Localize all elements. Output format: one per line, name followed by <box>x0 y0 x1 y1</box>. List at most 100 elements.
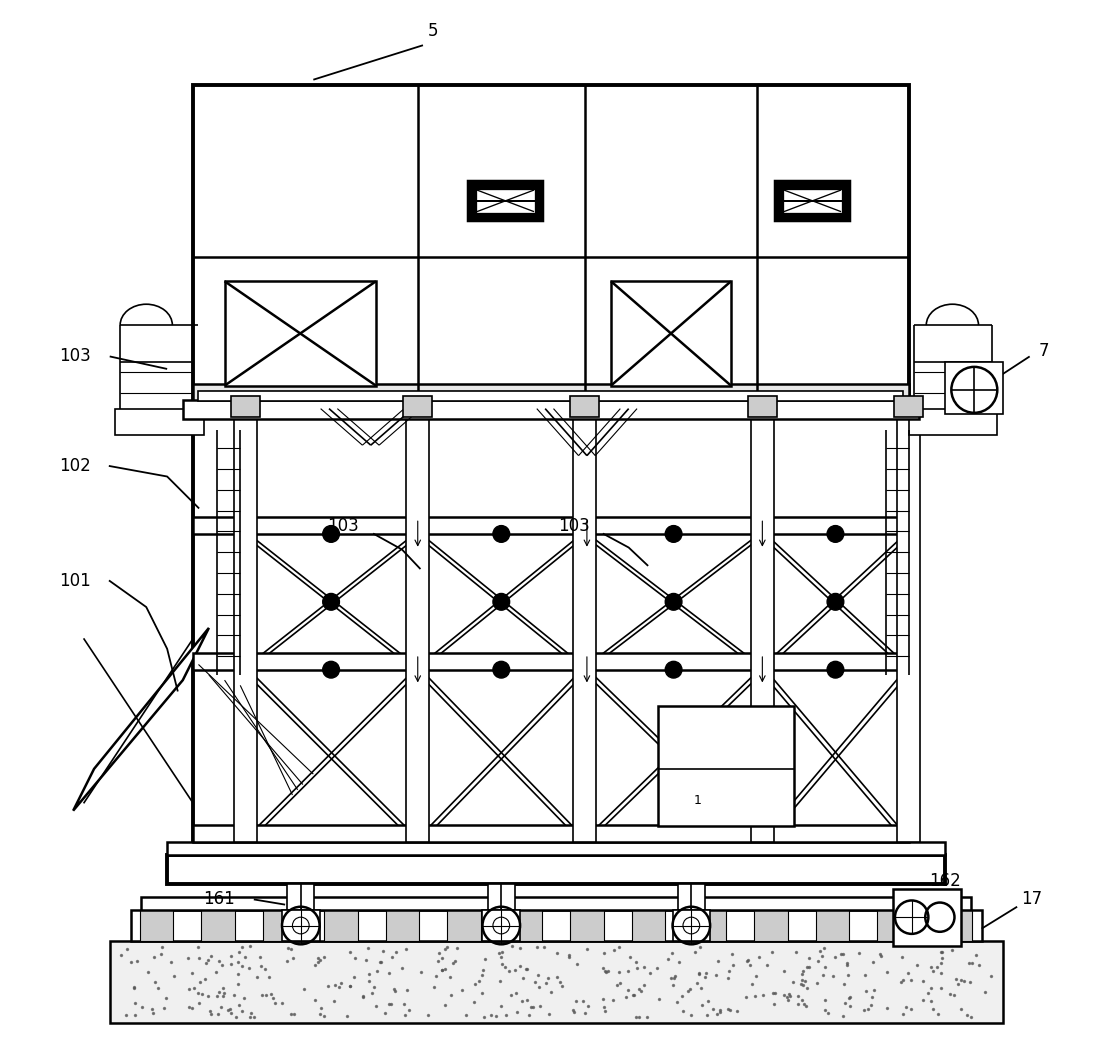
Point <box>674 1003 692 1020</box>
Point <box>327 977 344 994</box>
Bar <box>447 910 480 941</box>
Point <box>832 945 850 962</box>
Point <box>507 984 525 1001</box>
Circle shape <box>323 526 340 542</box>
Point <box>959 1006 976 1023</box>
Point <box>608 977 625 994</box>
Point <box>358 952 375 968</box>
Point <box>457 1006 475 1023</box>
Point <box>225 986 242 1003</box>
Point <box>446 953 464 970</box>
Point <box>278 952 296 968</box>
Point <box>125 980 143 997</box>
Point <box>155 999 173 1016</box>
Point <box>528 938 546 955</box>
Point <box>237 949 255 965</box>
Point <box>928 958 945 975</box>
Point <box>563 1002 581 1019</box>
Point <box>747 967 765 984</box>
Point <box>311 951 329 967</box>
Bar <box>131 910 982 941</box>
Point <box>627 954 644 971</box>
Bar <box>784 190 841 211</box>
Point <box>782 987 799 1004</box>
Point <box>825 967 842 984</box>
Point <box>671 954 689 971</box>
Point <box>914 973 932 989</box>
Point <box>899 965 917 982</box>
Point <box>663 944 681 961</box>
Point <box>128 953 146 970</box>
Point <box>361 973 379 989</box>
Point <box>240 959 258 976</box>
Bar <box>385 910 420 941</box>
Point <box>309 954 327 971</box>
Point <box>963 955 981 972</box>
Point <box>438 939 456 956</box>
Point <box>518 961 536 978</box>
Point <box>952 1001 970 1018</box>
Point <box>144 1004 162 1021</box>
Point <box>902 972 920 988</box>
Point <box>787 944 805 961</box>
Point <box>208 988 226 1005</box>
Point <box>436 961 454 978</box>
Point <box>157 989 175 1006</box>
Point <box>201 1003 219 1020</box>
Point <box>775 962 793 979</box>
Point <box>548 944 566 961</box>
Point <box>540 1005 558 1022</box>
Bar <box>939 910 972 941</box>
Point <box>361 965 379 982</box>
Text: 161: 161 <box>204 890 235 909</box>
Point <box>859 1001 877 1018</box>
Point <box>924 963 942 980</box>
Point <box>454 981 472 998</box>
Point <box>234 958 251 975</box>
Point <box>839 966 857 983</box>
Bar <box>406 414 430 842</box>
Circle shape <box>665 662 682 678</box>
Point <box>794 972 811 988</box>
Bar <box>194 384 909 414</box>
Point <box>511 939 529 956</box>
Point <box>784 974 801 990</box>
Point <box>795 996 813 1012</box>
Point <box>722 1001 739 1018</box>
Point <box>955 973 973 989</box>
Bar <box>194 414 909 842</box>
Bar <box>909 408 997 435</box>
Point <box>579 941 597 958</box>
Point <box>708 1005 726 1022</box>
Point <box>834 946 851 963</box>
Point <box>282 1006 300 1023</box>
Point <box>492 949 509 965</box>
Point <box>797 973 815 989</box>
Point <box>763 943 780 960</box>
Point <box>664 977 682 994</box>
Point <box>897 999 914 1016</box>
Bar <box>262 910 297 941</box>
Point <box>436 941 454 958</box>
Point <box>186 979 204 996</box>
Point <box>380 965 397 982</box>
Point <box>793 966 810 983</box>
Point <box>433 962 451 979</box>
Point <box>396 1006 414 1023</box>
Bar <box>611 282 731 385</box>
Point <box>746 987 764 1004</box>
Point <box>932 979 950 996</box>
Point <box>619 981 637 998</box>
Point <box>520 1006 538 1023</box>
Point <box>976 983 994 1000</box>
Point <box>262 985 280 1002</box>
Point <box>819 1005 837 1022</box>
Point <box>383 949 401 965</box>
Point <box>666 968 684 985</box>
Point <box>245 1008 262 1025</box>
Bar <box>488 884 515 910</box>
Bar <box>403 396 433 417</box>
Point <box>152 945 169 962</box>
Point <box>631 981 649 998</box>
Bar <box>282 910 320 941</box>
